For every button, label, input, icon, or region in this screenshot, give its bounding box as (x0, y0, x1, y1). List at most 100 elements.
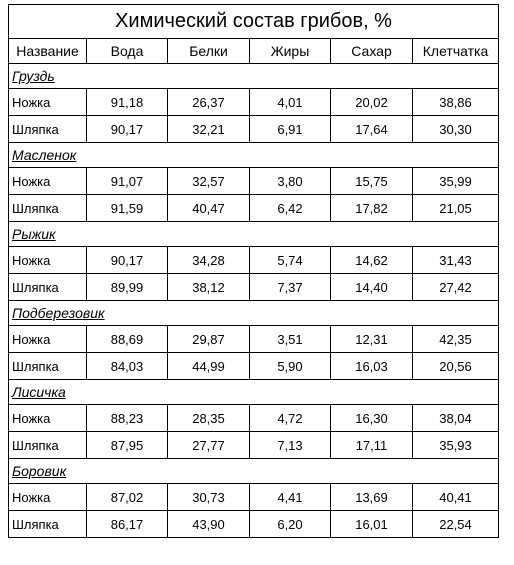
table-body: Груздь Ножка 91,18 26,37 4,01 20,02 38,86 Шляпк… (7, 63, 500, 538)
header-name: Название (8, 38, 87, 64)
value-cell: 7,13 (249, 431, 331, 459)
value-cell: 16,01 (330, 510, 413, 538)
value-cell: 43,90 (167, 510, 250, 538)
value-cell: 27,77 (167, 431, 250, 459)
table-row: Ножка 91,07 32,57 3,80 15,75 35,99 (8, 167, 500, 195)
value-cell: 30,73 (167, 483, 250, 511)
value-cell: 4,41 (249, 483, 331, 511)
part-cell: Ножка (8, 483, 87, 511)
value-cell: 84,03 (86, 352, 168, 380)
value-cell: 26,37 (167, 88, 250, 116)
value-cell: 91,59 (86, 194, 168, 222)
value-cell: 14,62 (330, 246, 413, 274)
value-cell: 40,41 (411, 483, 500, 511)
value-cell: 17,11 (330, 431, 413, 459)
value-cell: 91,18 (86, 88, 168, 116)
value-cell: 38,04 (411, 404, 500, 432)
group-name: Масленок (7, 142, 500, 168)
value-cell: 5,90 (249, 352, 331, 380)
value-cell: 12,31 (330, 325, 413, 353)
value-cell: 3,51 (249, 325, 331, 353)
value-cell: 13,69 (330, 483, 413, 511)
header-fat: Жиры (249, 38, 331, 64)
table-title: Химический состав грибов, % (7, 4, 500, 39)
value-cell: 38,12 (167, 273, 250, 301)
table-row: Шляпка 91,59 40,47 6,42 17,82 21,05 (8, 194, 500, 222)
value-cell: 88,23 (86, 404, 168, 432)
value-cell: 44,99 (167, 352, 250, 380)
value-cell: 40,47 (167, 194, 250, 222)
value-cell: 20,56 (411, 352, 500, 380)
table-row: Ножка 91,18 26,37 4,01 20,02 38,86 (8, 88, 500, 116)
group-row: Боровик (7, 458, 500, 484)
part-cell: Шляпка (8, 352, 87, 380)
value-cell: 16,03 (330, 352, 413, 380)
part-cell: Ножка (8, 88, 87, 116)
value-cell: 89,99 (86, 273, 168, 301)
value-cell: 21,05 (411, 194, 500, 222)
value-cell: 35,99 (411, 167, 500, 195)
group-name: Подберезовик (7, 300, 500, 326)
group-name: Рыжик (7, 221, 500, 247)
table-row: Шляпка 89,99 38,12 7,37 14,40 27,42 (8, 273, 500, 301)
value-cell: 30,30 (411, 115, 500, 143)
group-row: Масленок (7, 142, 500, 168)
group-row: Лисичка (7, 379, 500, 405)
part-cell: Ножка (8, 167, 87, 195)
composition-table: Химический состав грибов, % Название Вод… (7, 4, 500, 538)
value-cell: 4,01 (249, 88, 331, 116)
value-cell: 35,93 (411, 431, 500, 459)
value-cell: 86,17 (86, 510, 168, 538)
group-name: Лисичка (7, 379, 500, 405)
table-row: Ножка 88,23 28,35 4,72 16,30 38,04 (8, 404, 500, 432)
value-cell: 32,57 (167, 167, 250, 195)
table-row: Шляпка 86,17 43,90 6,20 16,01 22,54 (8, 510, 500, 538)
part-cell: Шляпка (8, 273, 87, 301)
group-row: Груздь (7, 63, 500, 89)
header-fiber: Клетчатка (411, 38, 500, 64)
group-row: Рыжик (7, 221, 500, 247)
value-cell: 91,07 (86, 167, 168, 195)
header-protein: Белки (167, 38, 250, 64)
value-cell: 38,86 (411, 88, 500, 116)
value-cell: 20,02 (330, 88, 413, 116)
value-cell: 6,42 (249, 194, 331, 222)
group-name: Груздь (7, 63, 500, 89)
part-cell: Ножка (8, 325, 87, 353)
value-cell: 3,80 (249, 167, 331, 195)
value-cell: 6,91 (249, 115, 331, 143)
value-cell: 4,72 (249, 404, 331, 432)
value-cell: 15,75 (330, 167, 413, 195)
header-row: Название Вода Белки Жиры Сахар Клетчатка (8, 38, 500, 64)
value-cell: 17,64 (330, 115, 413, 143)
part-cell: Шляпка (8, 194, 87, 222)
table-row: Ножка 90,17 34,28 5,74 14,62 31,43 (8, 246, 500, 274)
group-name: Боровик (7, 458, 500, 484)
value-cell: 87,02 (86, 483, 168, 511)
header-sugar: Сахар (330, 38, 413, 64)
part-cell: Шляпка (8, 431, 87, 459)
value-cell: 16,30 (330, 404, 413, 432)
value-cell: 6,20 (249, 510, 331, 538)
value-cell: 90,17 (86, 115, 168, 143)
table-row: Шляпка 90,17 32,21 6,91 17,64 30,30 (8, 115, 500, 143)
value-cell: 90,17 (86, 246, 168, 274)
value-cell: 42,35 (411, 325, 500, 353)
value-cell: 32,21 (167, 115, 250, 143)
value-cell: 17,82 (330, 194, 413, 222)
value-cell: 31,43 (411, 246, 500, 274)
table-row: Ножка 88,69 29,87 3,51 12,31 42,35 (8, 325, 500, 353)
value-cell: 88,69 (86, 325, 168, 353)
value-cell: 22,54 (411, 510, 500, 538)
value-cell: 27,42 (411, 273, 500, 301)
document-page: Химический состав грибов, % Название Вод… (7, 4, 500, 538)
part-cell: Шляпка (8, 115, 87, 143)
header-water: Вода (86, 38, 168, 64)
value-cell: 14,40 (330, 273, 413, 301)
part-cell: Шляпка (8, 510, 87, 538)
value-cell: 29,87 (167, 325, 250, 353)
part-cell: Ножка (8, 404, 87, 432)
value-cell: 5,74 (249, 246, 331, 274)
value-cell: 28,35 (167, 404, 250, 432)
table-row: Шляпка 84,03 44,99 5,90 16,03 20,56 (8, 352, 500, 380)
